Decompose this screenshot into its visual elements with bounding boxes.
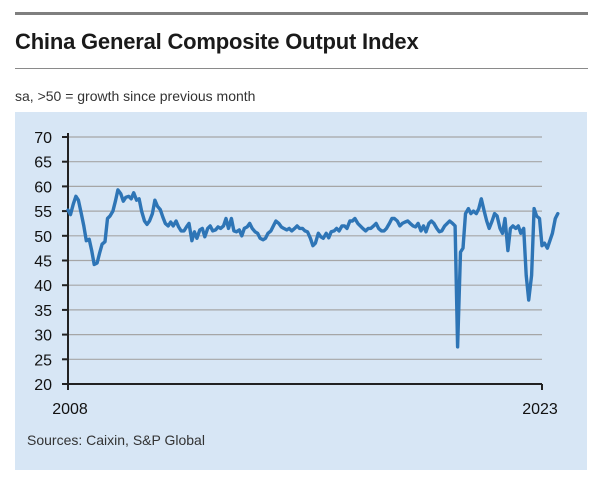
series-line-0: [66, 188, 560, 349]
chart-subtitle: sa, >50 = growth since previous month: [15, 88, 256, 104]
series-group: [66, 188, 560, 349]
chart-panel: [15, 112, 587, 470]
title-rule: [15, 68, 588, 69]
source-note: Sources: Caixin, S&P Global: [27, 432, 205, 448]
x-tick-label: 2023: [522, 401, 558, 418]
top-rule: [15, 12, 588, 15]
y-tick-label: 35: [34, 303, 52, 320]
y-tick-label: 40: [34, 278, 52, 295]
y-tick-label: 70: [34, 130, 52, 147]
y-tick-label: 55: [34, 204, 52, 221]
axes: [62, 133, 543, 390]
y-tick-label: 30: [34, 328, 52, 345]
x-axis-ticks: 2008 2023: [52, 401, 558, 418]
y-tick-label: 60: [34, 179, 52, 196]
chart-title: China General Composite Output Index: [15, 29, 419, 54]
y-axis-ticks: 20 25 30 35 40 45 50 55 60 65 70: [34, 130, 52, 394]
x-tick-label: 2008: [52, 401, 88, 418]
y-tick-label: 25: [34, 352, 52, 369]
y-tick-label: 50: [34, 229, 52, 246]
y-tick-label: 20: [34, 377, 52, 394]
y-tick-label: 65: [34, 155, 52, 172]
y-tick-label: 45: [34, 254, 52, 271]
gridlines: [68, 136, 542, 360]
